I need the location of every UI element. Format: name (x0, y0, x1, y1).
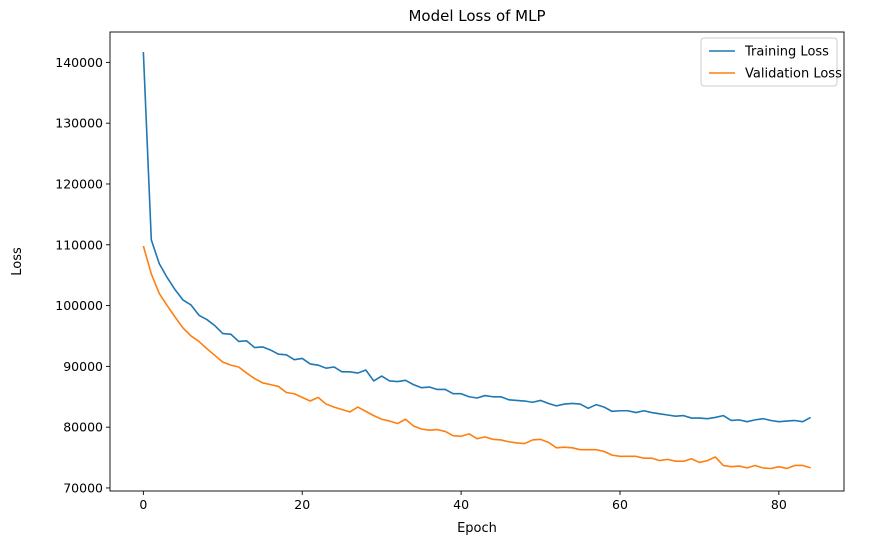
plot-frame (109, 31, 845, 492)
x-tick-label: 20 (294, 497, 310, 512)
legend-box (700, 37, 838, 87)
y-tick-label: 120000 (55, 176, 103, 191)
x-tick-label: 80 (771, 497, 787, 512)
y-tick-label: 110000 (55, 237, 103, 252)
y-tick-label: 70000 (63, 480, 103, 495)
legend-label-validation-loss: Validation Loss (745, 67, 842, 82)
y-axis: 70000 80000 90000 100000 110000 120000 130000 1… (55, 55, 110, 495)
x-tick-label: 0 (139, 497, 147, 512)
plot-area: 0 20 40 60 80 70000 80000 90000 100000 110000 120… (55, 31, 845, 512)
series-line-training-loss (142, 52, 812, 423)
x-tick-label: 40 (453, 497, 469, 512)
legend: Training Loss Validation Loss (700, 37, 842, 87)
x-axis-label: Epoch (457, 521, 497, 536)
y-tick-label: 140000 (55, 55, 103, 70)
series-lines (142, 52, 812, 470)
y-tick-label: 130000 (55, 116, 103, 131)
chart-title: Model Loss of MLP (408, 7, 545, 25)
x-axis: 0 20 40 60 80 (139, 491, 787, 512)
legend-label-training-loss: Training Loss (744, 45, 829, 60)
y-tick-label: 90000 (63, 359, 103, 374)
y-axis-label: Loss (10, 247, 25, 276)
y-tick-label: 80000 (63, 420, 103, 435)
y-tick-label: 100000 (55, 298, 103, 313)
x-tick-label: 60 (612, 497, 628, 512)
series-line-validation-loss (142, 245, 811, 470)
